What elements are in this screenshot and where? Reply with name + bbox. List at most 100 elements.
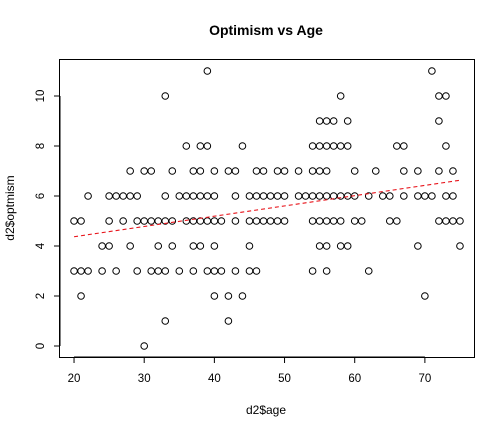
data-point: [308, 217, 317, 225]
data-point: [350, 167, 359, 175]
data-point: [456, 217, 464, 225]
data-point: [329, 117, 338, 125]
data-point: [231, 192, 240, 200]
data-point: [168, 217, 177, 225]
data-point: [252, 217, 261, 225]
data-point: [294, 167, 303, 175]
data-point: [105, 192, 113, 200]
y-tick-label: 10: [35, 90, 47, 103]
data-point: [428, 192, 436, 200]
data-point: [442, 92, 450, 100]
data-point: [266, 217, 275, 225]
data-point: [161, 267, 170, 275]
data-point: [428, 67, 436, 75]
data-point: [238, 142, 247, 150]
data-point: [217, 217, 226, 225]
data-point: [133, 217, 141, 225]
data-point: [210, 192, 219, 200]
data-point: [350, 217, 359, 225]
data-point: [154, 217, 163, 225]
data-point: [301, 192, 310, 200]
data-point: [252, 192, 261, 200]
data-point: [140, 167, 149, 175]
trendline: [73, 179, 461, 238]
data-point: [442, 192, 450, 200]
data-point: [329, 142, 338, 150]
y-tick-label: 2: [35, 293, 47, 299]
data-point: [147, 267, 156, 275]
data-point: [182, 217, 191, 225]
data-point: [203, 67, 212, 75]
data-point: [435, 167, 443, 175]
x-tick-label: 20: [68, 373, 81, 385]
data-point: [77, 267, 85, 275]
data-point: [343, 242, 352, 250]
data-point: [442, 217, 450, 225]
data-point: [280, 167, 289, 175]
data-point: [393, 217, 401, 225]
data-point: [245, 267, 254, 275]
data-point: [315, 242, 324, 250]
data-point: [154, 267, 163, 275]
data-point: [217, 267, 226, 275]
chart-title: Optimism vs Age: [209, 22, 323, 38]
data-point: [126, 167, 134, 175]
data-point: [336, 217, 345, 225]
x-axis: 20 30 40 50 60 70: [68, 356, 431, 385]
data-point: [435, 117, 443, 125]
data-point: [140, 342, 149, 350]
data-point: [449, 167, 457, 175]
data-point: [77, 292, 85, 300]
data-point: [203, 217, 212, 225]
data-point: [196, 242, 205, 250]
data-point: [175, 267, 184, 275]
data-point: [133, 267, 141, 275]
data-point: [119, 217, 127, 225]
data-point: [161, 317, 170, 325]
data-point: [364, 192, 373, 200]
data-point: [252, 267, 261, 275]
data-point: [294, 192, 303, 200]
data-point: [203, 267, 212, 275]
data-point: [231, 267, 240, 275]
data-point: [168, 242, 177, 250]
data-point: [385, 192, 394, 200]
x-tick-label: 60: [348, 373, 361, 385]
data-point: [315, 142, 324, 150]
data-point: [189, 167, 198, 175]
x-tick-label: 40: [208, 373, 221, 385]
data-point: [400, 192, 408, 200]
data-point: [147, 217, 156, 225]
data-point: [161, 92, 170, 100]
data-point: [196, 142, 205, 150]
data-point: [238, 292, 247, 300]
trendline-group: [73, 179, 461, 238]
data-point: [315, 117, 324, 125]
data-point: [400, 167, 408, 175]
data-point: [322, 142, 331, 150]
data-point: [378, 192, 387, 200]
data-point: [273, 167, 282, 175]
data-point: [140, 217, 149, 225]
data-point: [77, 217, 85, 225]
data-point: [259, 192, 268, 200]
data-point: [210, 167, 219, 175]
plot-frame: [59, 59, 475, 358]
data-point: [210, 267, 219, 275]
data-point: [224, 167, 233, 175]
y-axis: 0 2 4 6 8 10: [35, 90, 61, 349]
data-point: [84, 267, 92, 275]
data-point: [245, 242, 254, 250]
data-point: [126, 192, 134, 200]
data-point: [98, 267, 106, 275]
data-point: [343, 192, 352, 200]
data-point: [182, 142, 191, 150]
data-point: [385, 217, 394, 225]
data-point: [231, 217, 240, 225]
data-point: [112, 192, 120, 200]
data-point: [322, 117, 331, 125]
data-point: [147, 167, 156, 175]
data-point: [315, 217, 324, 225]
x-axis-label: d2$age: [246, 403, 286, 417]
